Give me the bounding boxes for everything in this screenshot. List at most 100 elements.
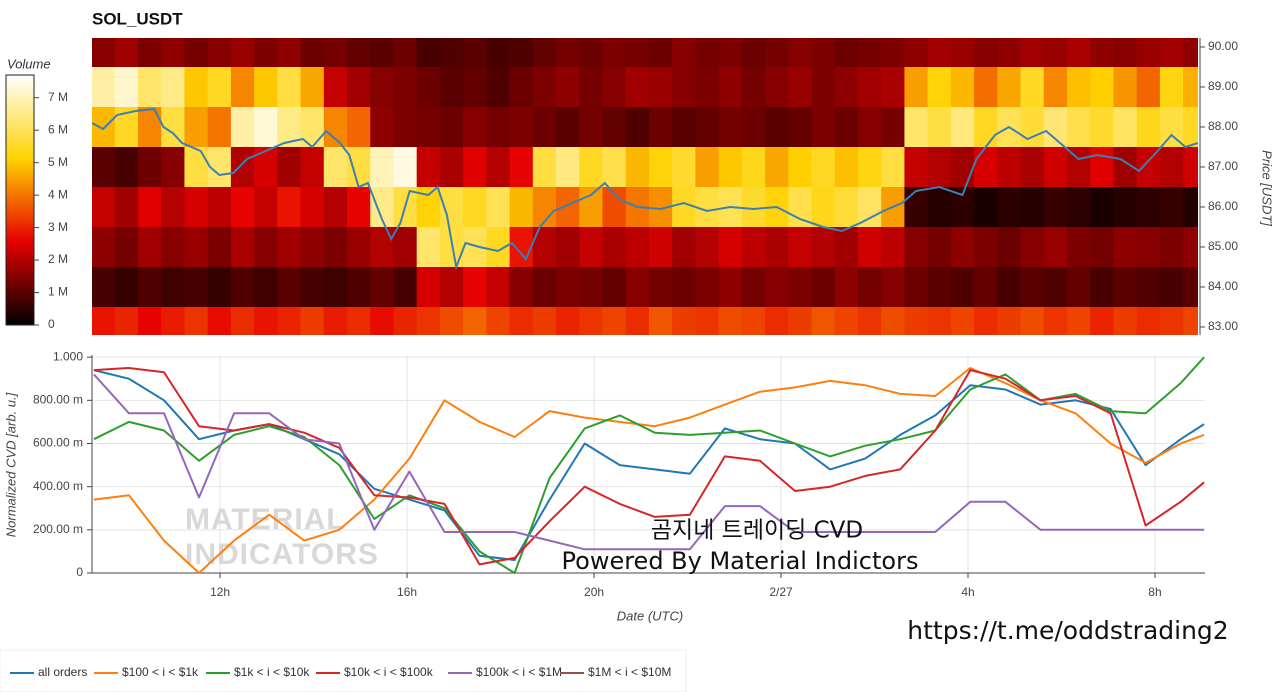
heat-cell [161, 107, 186, 148]
series-line [93, 373, 1205, 551]
heat-cell [277, 267, 302, 308]
heat-cell [300, 107, 325, 148]
heat-cell [718, 107, 743, 148]
heat-cell [788, 307, 813, 335]
heat-cell [300, 267, 325, 308]
heat-cell [811, 267, 836, 308]
heat-cell [532, 107, 557, 148]
heat-cell [811, 187, 836, 228]
heat-cell [323, 38, 348, 68]
heat-cell [927, 107, 952, 148]
heat-cell [1043, 147, 1068, 188]
heat-cell [741, 107, 766, 148]
x-tick-label: 20h [584, 585, 604, 599]
watermark: MATERIAL [185, 503, 346, 536]
heat-cell [161, 227, 186, 268]
heat-cell [439, 267, 464, 308]
heat-cell [300, 38, 325, 68]
heat-cell [765, 38, 789, 68]
heat-cell [1067, 307, 1091, 335]
heat-cell [254, 38, 278, 68]
heat-cell [463, 307, 487, 335]
heat-cell [370, 267, 395, 308]
heat-cell [370, 107, 395, 148]
heat-cell [137, 147, 162, 188]
heat-cell [532, 147, 557, 188]
heat-cell [881, 107, 906, 148]
heat-cell [230, 227, 255, 268]
heat-cell [556, 227, 580, 268]
heat-cell [811, 107, 836, 148]
heat-cell [1020, 227, 1045, 268]
heat-cell [137, 267, 162, 308]
heat-cell [254, 227, 278, 268]
heat-cell [834, 107, 859, 148]
heat-cell [486, 38, 511, 68]
heat-cell [881, 38, 906, 68]
heat-cell [648, 187, 673, 228]
heat-cell [834, 187, 859, 228]
heat-cell [718, 67, 743, 108]
series-line [93, 367, 1205, 574]
heat-cell [997, 267, 1022, 308]
heat-cell [904, 307, 929, 335]
heat-cell [1159, 38, 1184, 68]
heat-cell [207, 307, 232, 335]
heat-cell [741, 67, 766, 108]
y-tick-label: 400.00 m [33, 479, 83, 493]
heat-cell [323, 227, 348, 268]
heat-cell [695, 187, 720, 228]
heat-cell [718, 227, 743, 268]
heat-cell [927, 147, 952, 188]
heat-cell [625, 67, 650, 108]
heat-cell [1113, 267, 1138, 308]
heat-cell [718, 307, 743, 335]
heat-cell [1043, 187, 1068, 228]
heat-cell [1090, 38, 1115, 68]
heat-cell [416, 147, 441, 188]
heat-cell [509, 187, 534, 228]
heat-cell [92, 38, 116, 68]
heat-cell [857, 267, 882, 308]
colorbar-tick-label: 2 M [48, 252, 68, 266]
heat-cell [811, 67, 836, 108]
heat-cell [439, 107, 464, 148]
heat-cell [1183, 227, 1198, 268]
heat-cell [857, 67, 882, 108]
heat-cell [1020, 307, 1045, 335]
heat-cell [788, 147, 813, 188]
legend-label: $10k < i < $100k [344, 665, 434, 679]
heat-cell [347, 107, 371, 148]
heat-cell [718, 147, 743, 188]
heat-cell [741, 38, 766, 68]
colorbar-tick-label: 4 M [48, 187, 68, 201]
heat-cell [1113, 187, 1138, 228]
heat-cell [1043, 38, 1068, 68]
heat-cell [1136, 187, 1161, 228]
heat-cell [556, 307, 580, 335]
heat-cell [857, 187, 882, 228]
heat-cell [416, 107, 441, 148]
y-tick-label: 88.00 [1208, 119, 1238, 133]
heat-cell [811, 307, 836, 335]
heat-cell [997, 147, 1022, 188]
heat-cell [532, 267, 557, 308]
heat-cell [974, 187, 998, 228]
heat-cell [1136, 307, 1161, 335]
heat-cell [556, 38, 580, 68]
colorbar-title: Volume [7, 56, 51, 71]
heat-cell [625, 147, 650, 188]
heat-cell [556, 187, 580, 228]
heat-cell [1113, 67, 1138, 108]
legend-label: $100k < i < $1M [476, 665, 562, 679]
legend-label: $100 < i < $1k [122, 665, 199, 679]
heat-cell [904, 38, 929, 68]
heat-cell [370, 187, 395, 228]
heat-cell [277, 187, 302, 228]
heatmap [92, 38, 1198, 335]
legend [0, 649, 687, 692]
y-tick-label: 90.00 [1208, 39, 1238, 53]
heat-cell [579, 107, 604, 148]
heat-cell [486, 107, 511, 148]
heat-cell [765, 267, 789, 308]
